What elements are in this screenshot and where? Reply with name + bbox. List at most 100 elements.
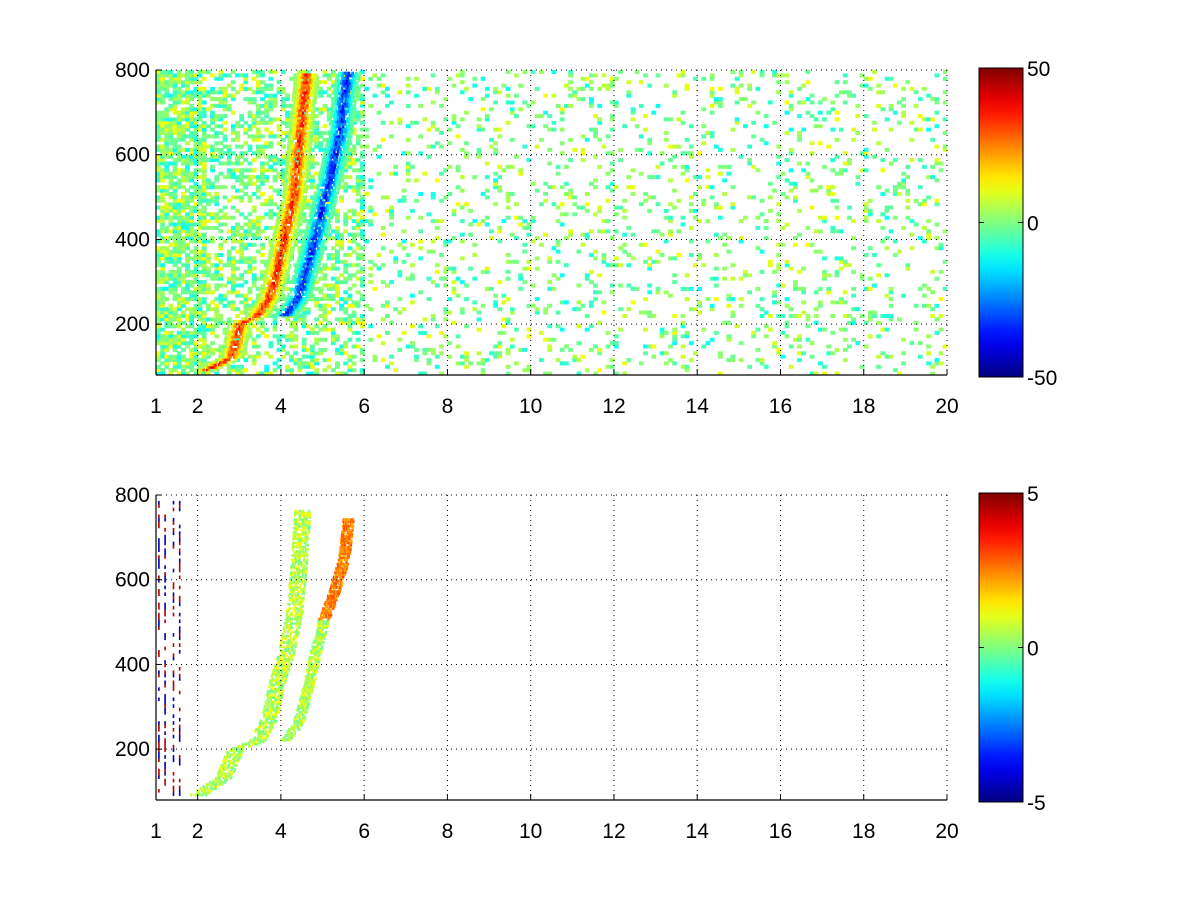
heatmap-cell: [214, 263, 220, 268]
heatmap-cell: [759, 361, 765, 366]
heatmap-cell: [643, 344, 648, 349]
heatmap-cell: [643, 242, 648, 247]
heatmap-cell: [743, 269, 748, 274]
heatmap-cell: [255, 144, 261, 149]
heatmap-cell: [300, 180, 303, 184]
heatmap-cell: [189, 208, 195, 213]
heatmap-cell: [318, 134, 324, 139]
heatmap-cell: [297, 170, 301, 174]
heatmap-cell: [164, 107, 170, 112]
heatmap-cell: [393, 368, 399, 373]
heatmap-cell: [693, 76, 698, 81]
heatmap-cell: [497, 188, 503, 193]
heatmap-cell: [330, 236, 336, 241]
heatmap-cell: [793, 242, 798, 247]
heatmap-cell: [227, 355, 230, 359]
heatmap-cell: [480, 127, 486, 132]
heatmap-cell: [176, 341, 182, 346]
heatmap-cell: [160, 266, 165, 271]
heatmap-cell: [189, 249, 195, 254]
heatmap-cell: [672, 205, 677, 210]
heatmap-cell: [688, 208, 694, 213]
heatmap-cell: [301, 354, 307, 359]
heatmap-cell: [243, 86, 249, 91]
heatmap-cell: [285, 131, 290, 135]
heatmap-cell: [276, 86, 282, 91]
heatmap-cell: [534, 114, 540, 119]
heatmap-cell: [268, 164, 274, 169]
heatmap-cell: [851, 293, 856, 298]
heatmap-cell: [210, 300, 215, 305]
heatmap-cell: [267, 266, 270, 270]
heatmap-cell: [901, 293, 906, 298]
heatmap-cell: [172, 290, 178, 295]
heatmap-cell: [822, 371, 827, 375]
heatmap-cell: [930, 117, 936, 122]
heatmap-cell: [534, 266, 540, 271]
heatmap-cell: [863, 151, 869, 156]
heatmap-cell: [559, 107, 565, 112]
heatmap-cell: [292, 162, 296, 166]
heatmap-cell: [295, 223, 299, 227]
heatmap-cell: [672, 341, 677, 346]
heatmap-cell: [305, 162, 309, 166]
heatmap-cell: [343, 168, 349, 173]
heatmap-cell: [805, 225, 811, 230]
heatmap-cell: [294, 238, 297, 242]
heatmap-cell: [626, 93, 632, 98]
heatmap-cell: [876, 263, 881, 268]
heatmap-cell: [651, 175, 657, 180]
heatmap-cell: [282, 264, 286, 268]
heatmap-cell: [283, 180, 287, 184]
heatmap-cell: [797, 286, 802, 291]
heatmap-cell: [663, 239, 669, 244]
heatmap-cell: [688, 195, 694, 200]
heatmap-cell: [272, 327, 278, 332]
heatmap-cell: [817, 141, 823, 146]
heatmap-cell: [351, 249, 357, 254]
heatmap-cell: [168, 330, 174, 335]
heatmap-cell: [206, 347, 211, 352]
heatmap-cell: [189, 330, 195, 335]
heatmap-cell: [434, 236, 440, 241]
heatmap-cell: [505, 371, 511, 375]
heatmap-cell: [451, 320, 457, 325]
heatmap-cell: [876, 185, 881, 190]
heatmap-cell: [834, 93, 840, 98]
heatmap-cell: [693, 192, 698, 196]
heatmap-cell: [245, 340, 249, 344]
heatmap-cell: [201, 219, 207, 224]
heatmap-cell: [451, 120, 457, 125]
heatmap-cell: [193, 137, 199, 142]
heatmap-cell: [264, 292, 267, 296]
heatmap-cell: [230, 229, 236, 234]
heatmap-cell: [917, 236, 923, 241]
heatmap-cell: [268, 76, 274, 81]
heatmap-cell: [247, 256, 253, 261]
heatmap-cell: [309, 144, 313, 148]
heatmap-cell: [464, 151, 469, 156]
heatmap-cell: [235, 168, 240, 173]
heatmap-cell: [251, 236, 257, 241]
heatmap-cell: [430, 195, 436, 200]
heatmap-cell: [439, 219, 444, 224]
heatmap-cell: [838, 259, 844, 264]
heatmap-cell: [772, 341, 777, 346]
heatmap-cell: [343, 297, 349, 302]
heatmap-cell: [447, 266, 453, 271]
heatmap-cell: [913, 198, 919, 203]
heatmap-cell: [234, 332, 238, 336]
heatmap-cell: [273, 248, 276, 252]
heatmap-cell: [776, 161, 782, 166]
heatmap-cell: [805, 80, 811, 85]
heatmap-cell: [526, 327, 532, 332]
heatmap-cell: [551, 120, 557, 125]
heatmap-cell: [164, 280, 170, 285]
heatmap-cell: [255, 276, 261, 281]
heatmap-cell: [801, 351, 807, 356]
heatmap-cell: [451, 286, 457, 291]
heatmap-cell: [305, 371, 311, 375]
heatmap-cell: [300, 142, 303, 146]
heatmap-cell: [193, 259, 199, 264]
heatmap-cell: [264, 212, 269, 217]
